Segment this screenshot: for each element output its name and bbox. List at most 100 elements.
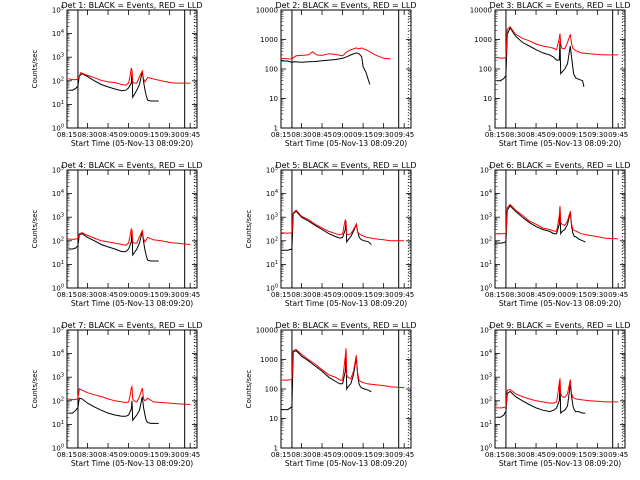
series-lld-line xyxy=(280,47,391,60)
x-axis-label: Start Time (05-Nov-13 08:09:20) xyxy=(71,139,193,148)
y-tick-label: 10 xyxy=(269,415,278,423)
x-tick-label: 08:30 xyxy=(291,291,311,299)
x-tick-label: 09:30 xyxy=(374,451,394,459)
y-tick-label: 100 xyxy=(480,284,492,293)
x-tick-label: 08:30 xyxy=(77,451,97,459)
x-tick-label: 09:30 xyxy=(160,451,180,459)
plot-frame xyxy=(280,9,412,129)
y-axis-label: Counts/sec xyxy=(31,50,39,89)
panel-det-7: Det 7: BLACK = Events, RED = LLD 100 101 10… xyxy=(31,321,202,468)
x-tick-label: 09:00 xyxy=(118,451,138,459)
x-tick-label: 08:30 xyxy=(505,131,525,139)
y-tick-label: 102 xyxy=(52,396,64,405)
y-tick-label: 101 xyxy=(480,260,492,269)
y-tick-label: 10000 xyxy=(470,7,492,15)
x-tick-label: 09:15 xyxy=(139,451,159,459)
y-tick-label: 10 xyxy=(483,95,492,103)
y-tick-label: 102 xyxy=(52,236,64,245)
y-tick-label: 100 xyxy=(265,66,278,74)
x-tick-label: 09:45 xyxy=(180,291,200,299)
y-tick-label: 1 xyxy=(488,125,492,133)
plot-frame xyxy=(494,9,626,129)
x-tick-label: 08:15 xyxy=(57,451,77,459)
x-tick-label: 08:15 xyxy=(485,131,505,139)
x-tick-label: 09:45 xyxy=(608,451,628,459)
x-tick-label: 09:30 xyxy=(374,291,394,299)
plot-frame xyxy=(66,329,198,449)
x-tick-label: 09:00 xyxy=(546,291,566,299)
y-tick-label: 1000 xyxy=(260,36,278,44)
x-tick-label: 08:15 xyxy=(485,451,505,459)
y-tick-label: 102 xyxy=(52,76,64,85)
x-tick-label: 08:30 xyxy=(77,291,97,299)
series-events-line xyxy=(68,229,159,262)
x-axis-label: Start Time (05-Nov-13 08:09:20) xyxy=(285,459,407,468)
x-tick-label: 09:15 xyxy=(567,291,587,299)
y-tick-label: 10000 xyxy=(256,327,278,335)
y-tick-label: 101 xyxy=(52,420,64,429)
y-tick-label: 101 xyxy=(52,100,64,109)
x-tick-label: 09:00 xyxy=(118,291,138,299)
y-tick-label: 1000 xyxy=(260,356,278,364)
x-tick-label: 09:45 xyxy=(608,291,628,299)
y-tick-label: 100 xyxy=(265,386,278,394)
series-events-line xyxy=(68,71,159,102)
y-tick-label: 105 xyxy=(52,166,64,175)
x-tick-label: 09:00 xyxy=(546,131,566,139)
series-events-line xyxy=(496,382,586,418)
panel-title: Det 7: BLACK = Events, RED = LLD xyxy=(62,321,203,330)
panel-title: Det 3: BLACK = Events, RED = LLD xyxy=(490,1,631,10)
x-tick-label: 09:00 xyxy=(332,451,352,459)
y-tick-label: 10 xyxy=(269,95,278,103)
x-tick-label: 09:15 xyxy=(567,451,587,459)
y-tick-label: 100 xyxy=(52,444,64,453)
panel-det-5: Det 5: BLACK = Events, RED = LLD 100 101 10… xyxy=(245,161,416,308)
x-tick-label: 08:45 xyxy=(98,291,118,299)
y-tick-label: 101 xyxy=(266,260,278,269)
y-tick-label: 103 xyxy=(52,53,64,62)
series-lld-line xyxy=(66,384,191,405)
y-tick-label: 103 xyxy=(266,213,278,222)
x-tick-label: 09:15 xyxy=(353,451,373,459)
x-tick-label: 08:45 xyxy=(312,291,332,299)
y-tick-label: 102 xyxy=(480,396,492,405)
x-tick-label: 09:30 xyxy=(160,131,180,139)
y-axis-label: Counts/sec xyxy=(245,370,253,409)
panel-title: Det 1: BLACK = Events, RED = LLD xyxy=(62,1,203,10)
x-tick-label: 08:30 xyxy=(505,451,525,459)
y-tick-label: 105 xyxy=(480,326,492,335)
series-events-line xyxy=(280,52,371,85)
x-tick-label: 09:45 xyxy=(180,451,200,459)
x-tick-label: 08:45 xyxy=(98,131,118,139)
series-events-line xyxy=(281,349,372,411)
panel-det-4: Det 4: BLACK = Events, RED = LLD 100 101 10… xyxy=(31,161,202,308)
x-tick-label: 08:15 xyxy=(485,291,505,299)
y-tick-label: 102 xyxy=(266,236,278,245)
series-lld-line xyxy=(494,26,619,59)
x-tick-label: 09:45 xyxy=(608,131,628,139)
y-tick-label: 104 xyxy=(52,189,64,198)
x-tick-label: 09:30 xyxy=(588,451,608,459)
y-tick-label: 105 xyxy=(266,166,278,175)
y-tick-label: 105 xyxy=(480,166,492,175)
series-events-line xyxy=(68,396,159,424)
y-tick-label: 101 xyxy=(480,420,492,429)
x-tick-label: 09:00 xyxy=(118,131,138,139)
x-tick-label: 08:45 xyxy=(312,131,332,139)
y-tick-label: 105 xyxy=(52,6,64,15)
x-axis-label: Start Time (05-Nov-13 08:09:20) xyxy=(285,139,407,148)
x-axis-label: Start Time (05-Nov-13 08:09:20) xyxy=(499,459,621,468)
y-tick-label: 100 xyxy=(480,444,492,453)
panel-title: Det 4: BLACK = Events, RED = LLD xyxy=(62,161,203,170)
panel-det-3: Det 3: BLACK = Events, RED = LLD 1 10 100 10… xyxy=(470,1,631,148)
x-tick-label: 09:30 xyxy=(588,291,608,299)
x-tick-label: 09:45 xyxy=(394,131,414,139)
x-tick-label: 09:15 xyxy=(567,131,587,139)
panel-title: Det 2: BLACK = Events, RED = LLD xyxy=(276,1,417,10)
x-tick-label: 09:15 xyxy=(353,131,373,139)
series-lld-line xyxy=(280,209,405,242)
y-tick-label: 100 xyxy=(52,124,64,133)
x-tick-label: 08:45 xyxy=(98,451,118,459)
